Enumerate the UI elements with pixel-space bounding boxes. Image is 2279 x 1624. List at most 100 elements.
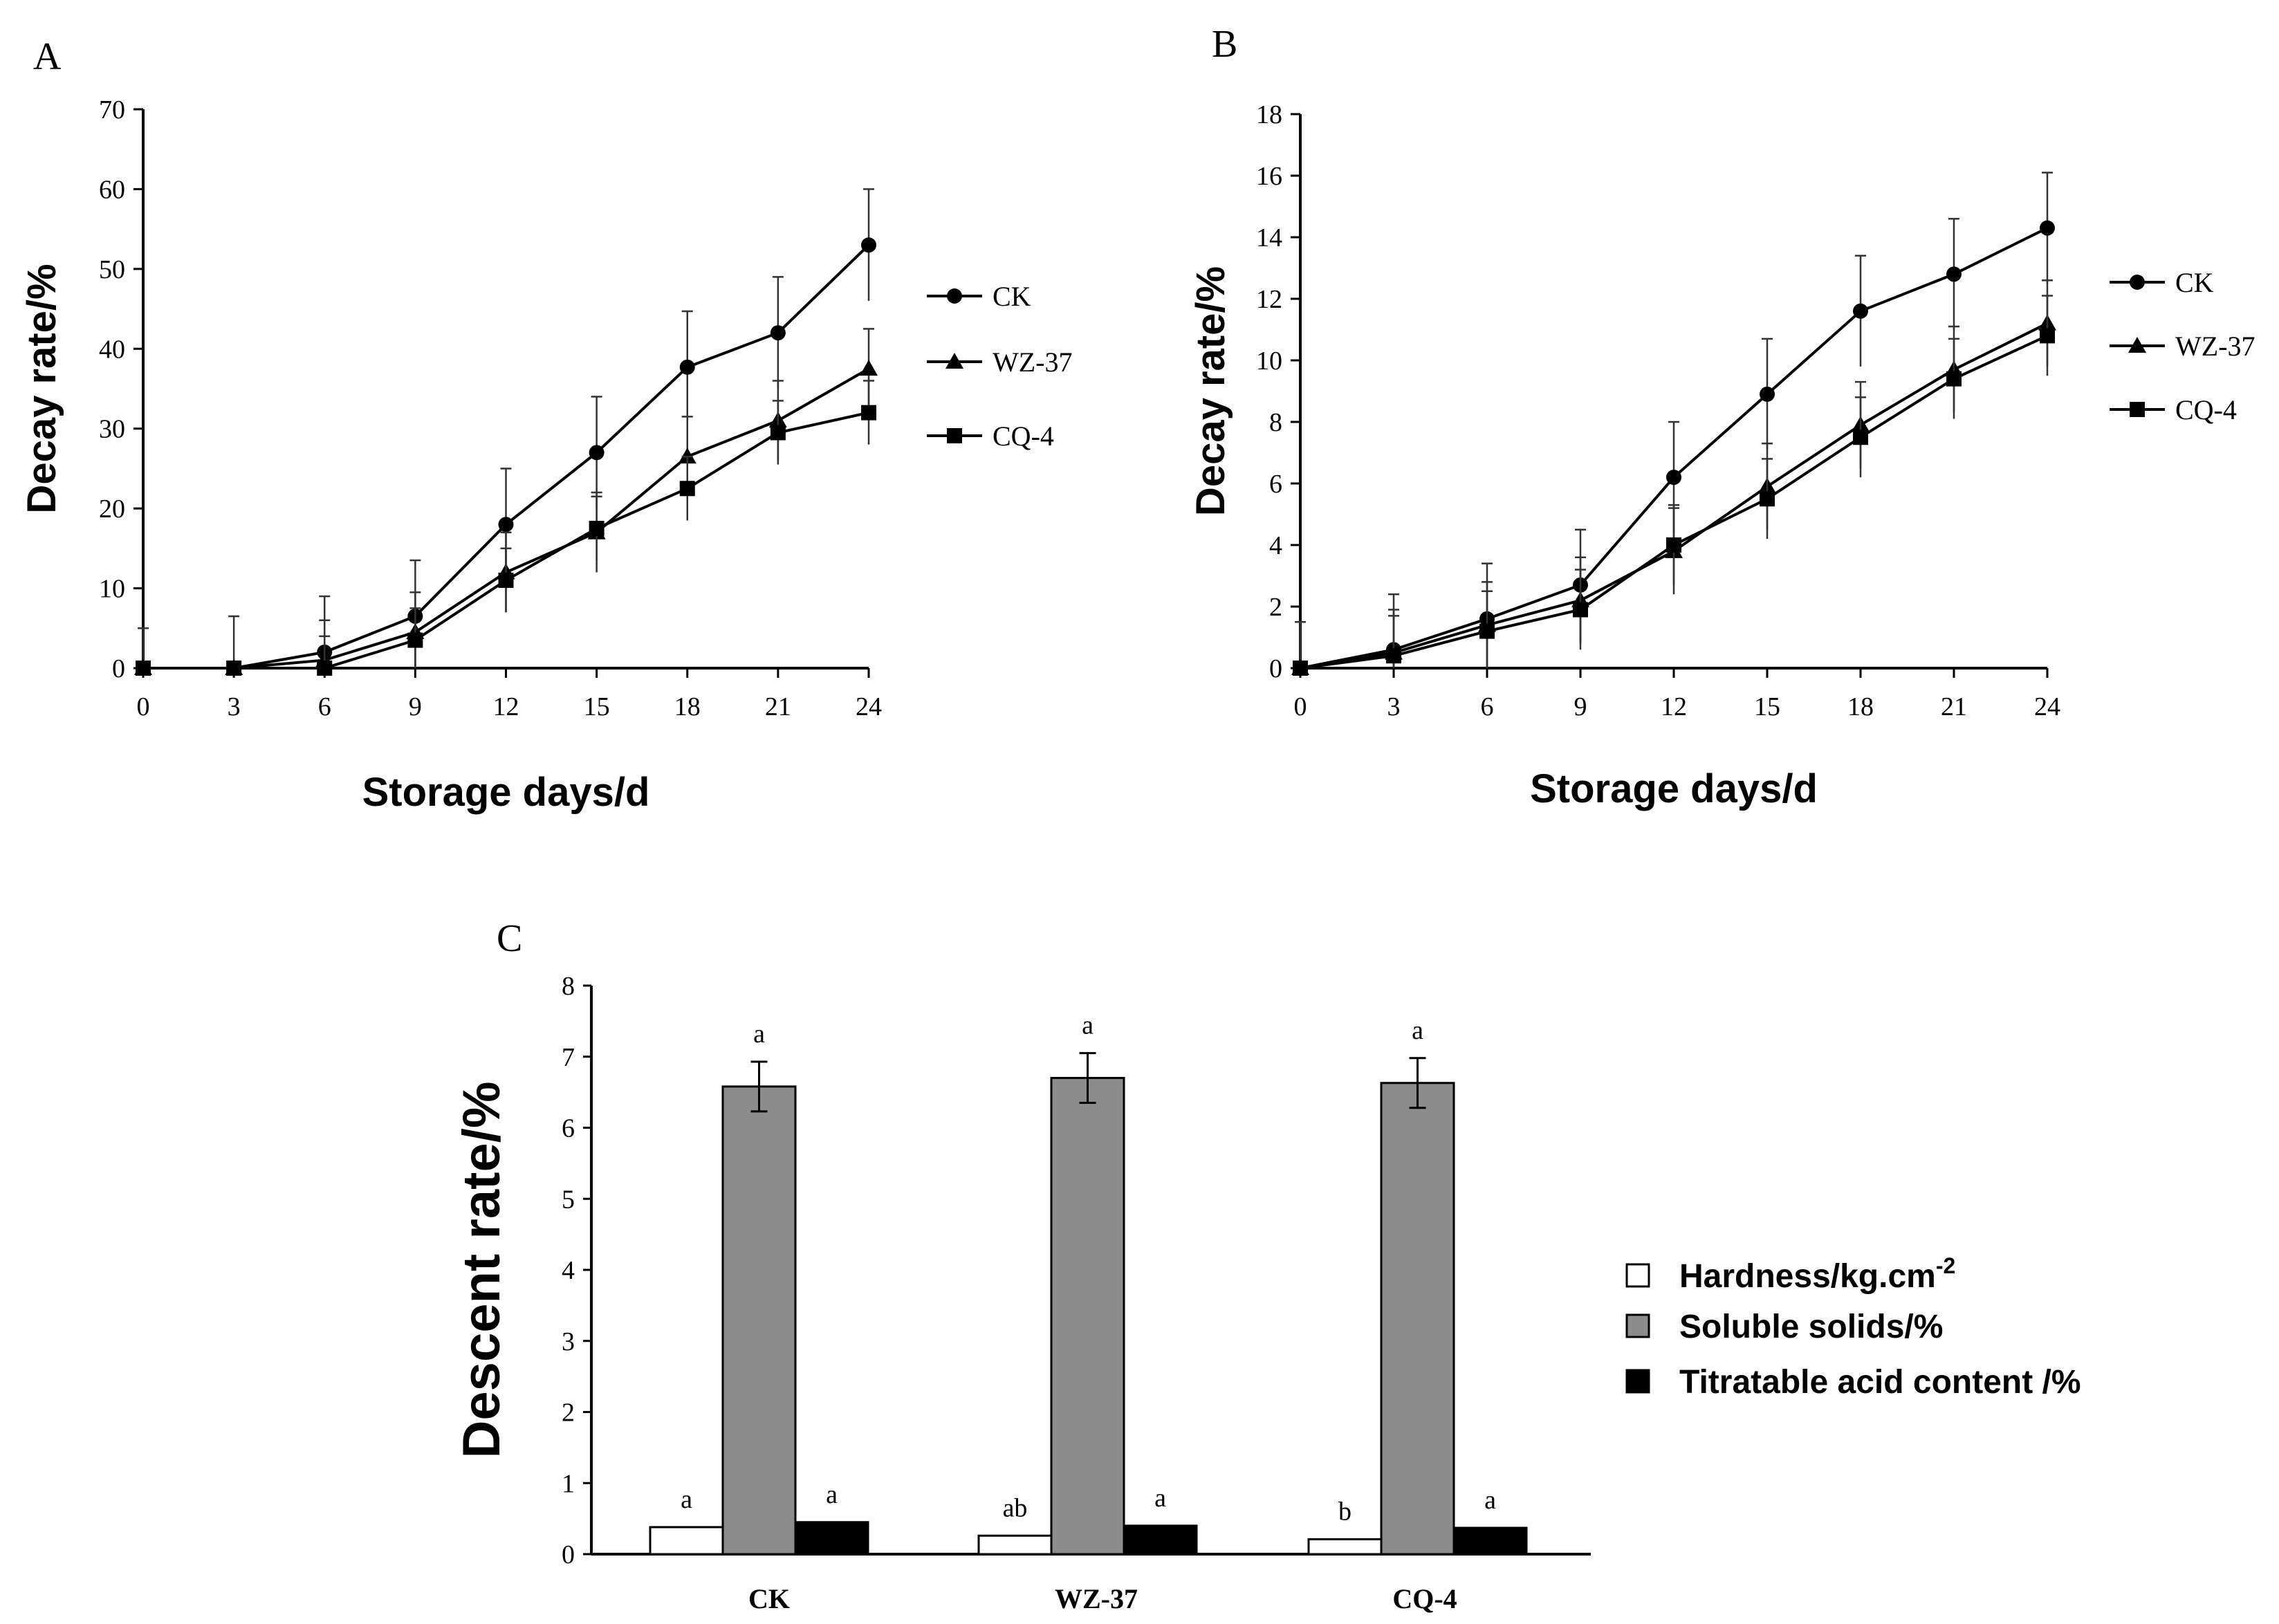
x-tick-label: 9 [409,692,422,721]
x-axis-title: Storage days/d [362,770,650,815]
y-tick-label: 20 [99,495,125,524]
series-ck [1293,172,2055,676]
data-point [1760,491,1775,507]
y-tick-label: 7 [562,1043,575,1072]
data-point [1479,623,1495,639]
legend-label: CQ-4 [993,421,1054,452]
panel-letter-a: A [33,35,62,78]
x-tick-label: 3 [228,692,241,721]
y-axis-title: Decay rate/% [1188,266,1233,516]
category-label: WZ-37 [1055,1583,1138,1614]
y-tick-label: 3 [562,1327,575,1356]
bar [1307,1538,1383,1556]
x-tick-label: 12 [1661,692,1687,721]
y-tick-label: 1 [562,1469,575,1498]
y-tick-label: 8 [562,972,575,1001]
y-tick-label: 10 [99,575,125,604]
x-tick-label: 18 [1847,692,1874,721]
y-tick-label: 6 [1269,470,1282,499]
significance-label: b [1338,1497,1351,1526]
x-tick-label: 0 [1294,692,1307,721]
significance-label: a [826,1480,838,1509]
data-point [589,445,605,461]
data-point [679,359,695,375]
bar [977,1534,1053,1556]
y-tick-label: 14 [1256,223,1282,252]
significance-label: ab [1003,1493,1028,1522]
x-tick-label: 21 [1941,692,1967,721]
data-point [1946,371,1962,387]
y-tick-label: 6 [562,1114,575,1143]
series-cq-4 [1293,295,2055,676]
y-tick-label: 18 [1256,100,1282,129]
data-point [498,517,514,533]
data-point [589,521,605,536]
legend-label: Titratable acid content /% [1679,1364,2081,1401]
legend-marker [2128,337,2146,353]
bar-series-1: a a a [721,1011,1455,1556]
x-tick-label: 15 [1754,692,1780,721]
data-point [136,661,151,676]
bar [721,1085,797,1556]
data-point [861,405,876,421]
x-tick-label: 0 [137,692,150,721]
significance-label: a [1484,1486,1496,1515]
x-axis-title: Storage days/d [1530,766,1818,811]
data-point [2040,328,2055,344]
data-point [498,573,514,589]
legend-label: CK [2175,267,2214,298]
y-tick-label: 5 [562,1185,575,1214]
data-point [407,632,423,648]
data-point [861,237,876,253]
y-tick-label: 0 [562,1540,575,1569]
data-point [1853,303,1868,319]
x-tick-label: 6 [1481,692,1494,721]
y-tick-label: 60 [99,175,125,204]
data-point [679,481,695,497]
significance-label: a [1082,1011,1094,1040]
legend-swatch [1625,1263,1650,1288]
bar [649,1526,724,1556]
y-tick-label: 0 [112,654,125,683]
y-tick-label: 70 [99,95,125,124]
legend-label: CK [993,281,1031,312]
bar [1123,1524,1198,1556]
x-tick-label: 24 [856,692,882,721]
y-tick-label: 16 [1256,162,1282,191]
data-point [678,447,696,464]
legend-marker [2130,402,2145,417]
data-point [770,325,786,341]
y-tick-label: 50 [99,255,125,284]
panel-letter-c: C [497,917,522,960]
legend-swatch [1625,1313,1650,1338]
data-point [317,661,333,676]
series-cq-4 [136,380,876,676]
panel-letter-b: B [1212,23,1237,66]
legend-label: Soluble solids/% [1679,1309,1943,1345]
y-tick-label: 12 [1256,285,1282,314]
y-tick-label: 4 [1269,531,1282,560]
x-tick-label: 18 [674,692,701,721]
data-point [1946,266,1962,282]
chart-panel-c: 0 1 2 3 4 5 6 7 8 Descent rate/% CK WZ-37 CQ-4 a ab b Ha… [452,972,2081,1614]
category-label: CQ-4 [1392,1583,1457,1614]
data-point [1293,661,1308,676]
significance-label: a [681,1485,692,1514]
legend-label: WZ-37 [2175,331,2255,362]
y-tick-label: 40 [99,335,125,364]
x-tick-label: 6 [318,692,331,721]
legend-label: WZ-37 [993,347,1073,378]
legend-marker [947,288,962,304]
y-axis-title: Descent rate/% [452,1082,511,1459]
data-point [1760,386,1775,402]
data-point [1666,470,1681,486]
data-point [770,425,786,441]
legend-marker [2130,275,2145,290]
bar [1050,1077,1125,1556]
significance-label: a [753,1019,765,1049]
bar [1452,1526,1528,1556]
category-label: CK [748,1583,790,1614]
